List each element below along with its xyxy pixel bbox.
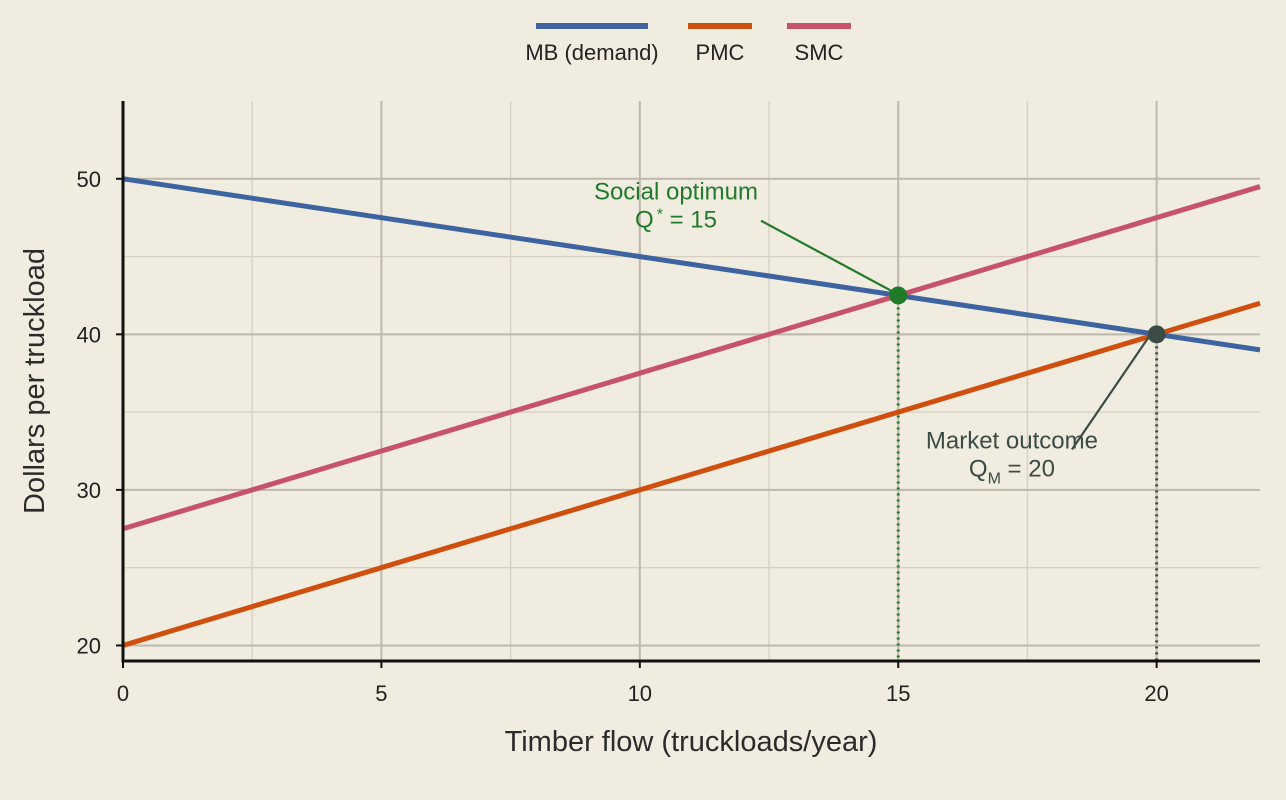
point-marker-social [889, 286, 908, 305]
series-line-3 [122, 184, 1261, 532]
annotation-value-market: QM = 20 [969, 456, 1055, 488]
annotation-title-social: Social optimum [594, 179, 758, 206]
annotation-mark-market: M [988, 471, 1001, 488]
annotation-q-market: Q [969, 456, 988, 483]
axes [121, 101, 1260, 663]
y-tick-label: 50 [77, 167, 101, 192]
leader-line-market [1071, 330, 1154, 451]
point-marker-market [1147, 325, 1166, 344]
annotation-q-social: Q [635, 207, 654, 234]
x-tick-label: 15 [886, 681, 910, 706]
legend-label-3: SMC [795, 40, 844, 65]
annotation-mark-social: * [657, 207, 663, 224]
annotation-tail-market: = 20 [1001, 456, 1055, 483]
ticks: 0 5 10 15 20 20 30 40 50 [77, 167, 1169, 706]
y-tick-label: 20 [77, 633, 101, 658]
y-tick-label: 40 [77, 322, 101, 347]
y-tick-label: 30 [77, 478, 101, 503]
series-lines [122, 176, 1261, 648]
y-axis-title: Dollars per truckload [19, 248, 51, 514]
annotation-title-market: Market outcome [926, 428, 1098, 455]
x-tick-label: 20 [1144, 681, 1168, 706]
guide-lines [896, 295, 1159, 661]
legend-label-1: MB (demand) [525, 40, 658, 65]
series-line-2 [122, 300, 1261, 648]
x-axis-title: Timber flow (truckloads/year) [505, 726, 878, 758]
legend: MB (demand) PMC SMC [525, 23, 851, 65]
series-line-1 [122, 176, 1261, 353]
legend-label-2: PMC [696, 40, 745, 65]
x-tick-label: 5 [375, 681, 387, 706]
leader-line-social [760, 219, 895, 294]
annotation-tail-social: = 15 [663, 207, 717, 234]
x-tick-label: 0 [117, 681, 129, 706]
x-tick-label: 10 [628, 681, 652, 706]
annotation-value-social: Q * = 15 [635, 207, 717, 234]
